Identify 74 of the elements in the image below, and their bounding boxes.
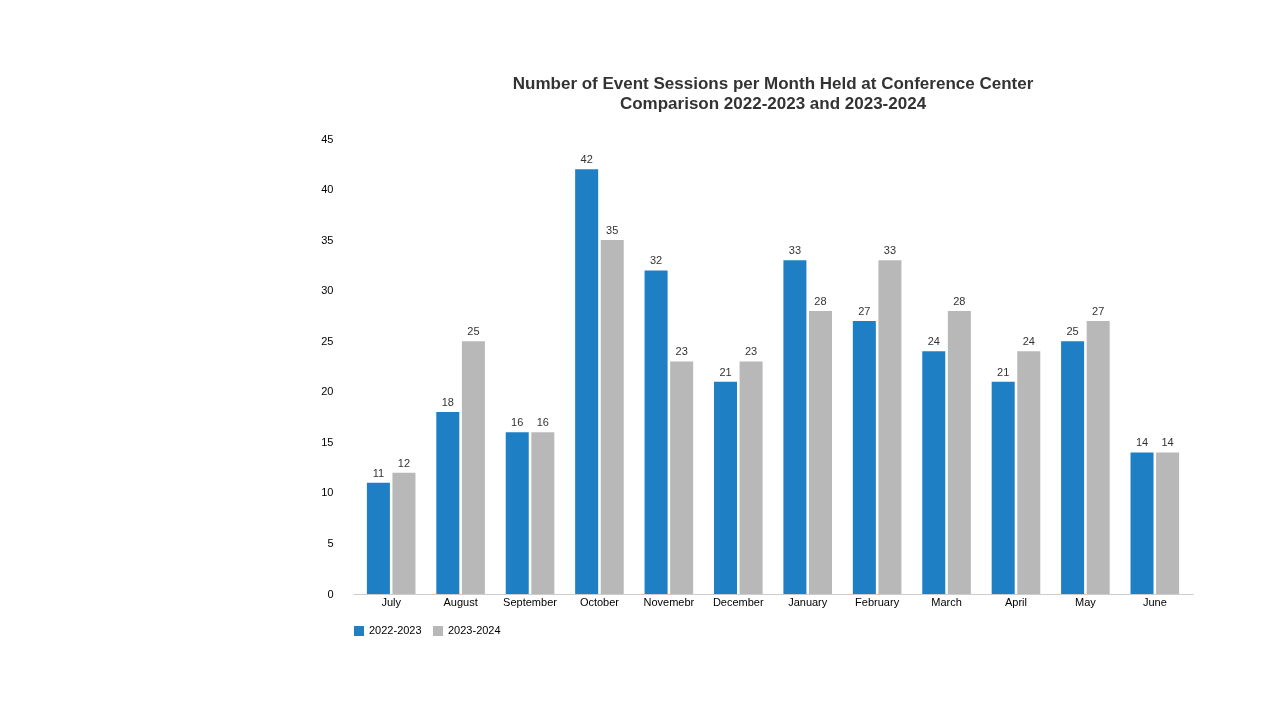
- data-label: 42: [580, 153, 593, 166]
- x-tick-label: February: [855, 595, 900, 608]
- data-label: 23: [744, 345, 758, 358]
- bar: [392, 472, 416, 594]
- bar: [1130, 452, 1154, 594]
- data-label: 24: [927, 335, 940, 348]
- y-tick-label: 5: [327, 536, 334, 549]
- bar: [852, 321, 876, 594]
- data-label: 14: [1161, 436, 1174, 449]
- x-tick-label: Novemebr: [643, 595, 695, 608]
- x-tick-label: March: [931, 595, 962, 608]
- x-tick-label: August: [443, 595, 478, 608]
- x-tick-label: January: [788, 595, 828, 608]
- data-label: 33: [883, 244, 897, 257]
- y-tick-label: 15: [321, 435, 334, 448]
- bar: [366, 482, 390, 594]
- data-label: 12: [397, 456, 411, 469]
- data-label: 16: [536, 416, 549, 429]
- y-tick-label: 10: [321, 486, 334, 499]
- bar: [436, 412, 460, 594]
- data-label: 27: [858, 305, 871, 317]
- data-label: 14: [1135, 436, 1149, 449]
- bar: [1086, 321, 1110, 594]
- bar: [644, 270, 668, 594]
- legend-label: 2022-2023: [369, 624, 422, 636]
- data-label: 21: [997, 365, 1010, 378]
- data-label: 23: [675, 345, 688, 358]
- data-label: 33: [788, 244, 802, 257]
- bar: [1017, 351, 1041, 594]
- y-tick-label: 45: [321, 132, 334, 145]
- bar: [922, 351, 946, 594]
- data-label: 35: [606, 224, 619, 237]
- data-label: 18: [441, 396, 454, 408]
- x-tick-label: June: [1142, 595, 1167, 608]
- data-label: 21: [719, 365, 732, 378]
- bar: [531, 432, 555, 594]
- bar: [991, 381, 1015, 594]
- x-tick-label: September: [503, 595, 558, 608]
- y-tick-label: 25: [321, 334, 334, 347]
- y-tick-label: 0: [327, 587, 334, 600]
- y-tick-label: 40: [321, 183, 334, 196]
- data-label: 28: [953, 294, 966, 307]
- data-label: 32: [649, 254, 663, 267]
- chart-title: Number of Event Sessions per Month Held at Conference Center: [512, 74, 1034, 93]
- data-label: 28: [814, 294, 827, 307]
- x-tick-label: May: [1075, 595, 1097, 608]
- data-label: 11: [372, 466, 385, 479]
- bar: [575, 169, 599, 594]
- bar: [1156, 452, 1180, 594]
- bar: [670, 361, 694, 594]
- bar: [600, 240, 624, 594]
- bar: [878, 260, 902, 594]
- data-label: 24: [1022, 335, 1035, 348]
- x-tick-label: December: [712, 595, 764, 608]
- bar: [461, 341, 485, 594]
- data-label: 16: [511, 416, 524, 429]
- legend-label: 2023-2024: [448, 624, 501, 636]
- x-tick-label: July: [381, 595, 402, 608]
- x-tick-label: October: [579, 595, 620, 608]
- bar: [1061, 341, 1085, 594]
- bar: [808, 310, 833, 594]
- chart-subtitle: Comparison 2022-2023 and 2023-2024: [619, 94, 927, 113]
- y-tick-label: 35: [321, 233, 334, 246]
- bar: [713, 381, 738, 594]
- y-tick-label: 30: [321, 284, 334, 297]
- data-label: 25: [467, 325, 480, 338]
- bar: [739, 361, 763, 594]
- bar: [783, 260, 807, 594]
- bar: [947, 310, 971, 594]
- data-label: 27: [1092, 305, 1105, 317]
- data-label: 25: [1066, 325, 1079, 338]
- x-tick-label: April: [1004, 595, 1027, 608]
- y-tick-label: 20: [321, 385, 334, 398]
- bar: [505, 432, 529, 594]
